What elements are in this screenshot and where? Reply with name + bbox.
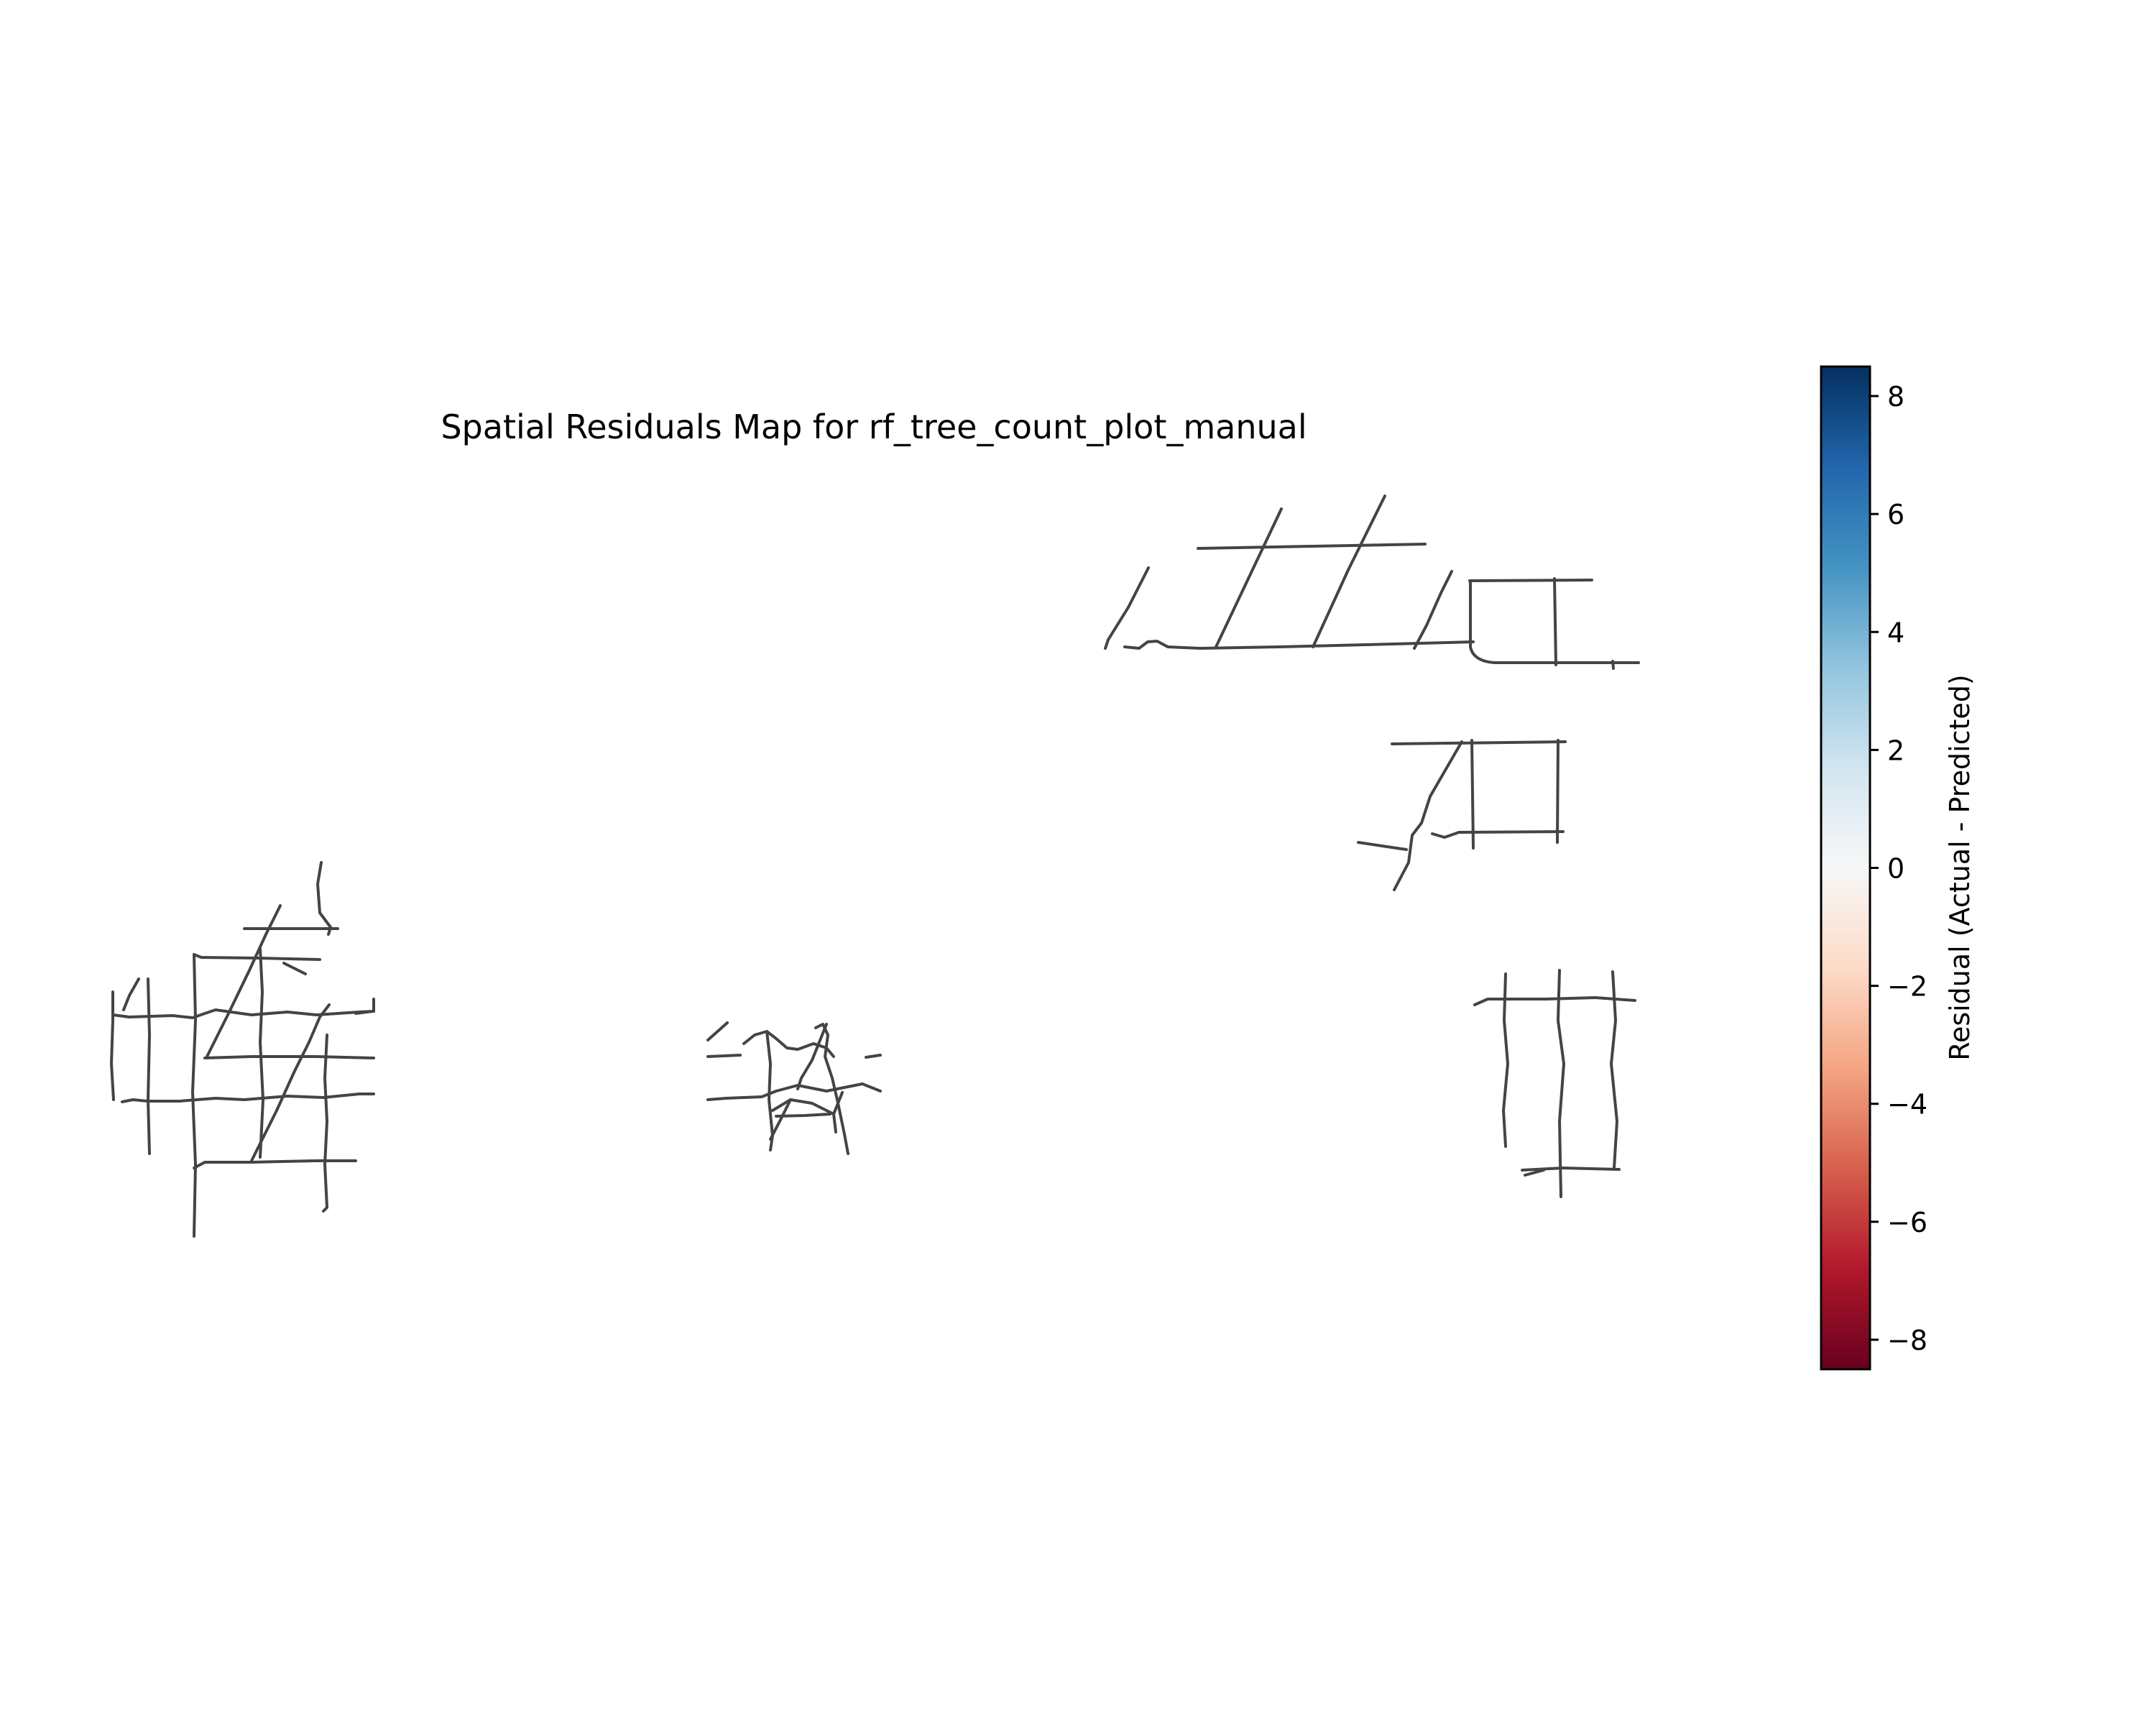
road-segment — [121, 1092, 375, 1103]
road-segment — [706, 1021, 729, 1041]
road-segment — [1393, 740, 1463, 891]
road-segment — [1391, 740, 1567, 745]
road-segment — [111, 1008, 375, 1019]
road-segment — [1215, 507, 1283, 648]
colorbar-ticks: 8 6 4 2 0 −2 −4 −6 −8 — [1870, 381, 1927, 1356]
road-segment — [769, 1098, 792, 1141]
road-segment — [796, 1023, 828, 1090]
road-cluster-east-middle — [1357, 739, 1567, 891]
road-segment — [775, 1113, 831, 1118]
road-segment — [147, 978, 151, 1155]
road-segment — [122, 978, 140, 1011]
road-segment — [1431, 830, 1565, 839]
road-segment — [354, 1010, 374, 1015]
road-segment — [832, 1091, 844, 1133]
road-segment — [1470, 739, 1475, 850]
road-segment — [250, 1003, 331, 1162]
road-segment — [771, 1098, 835, 1116]
colorbar-tick-label: −2 — [1887, 971, 1927, 1003]
road-segment — [193, 953, 321, 961]
road-segment — [1123, 640, 1475, 650]
road-segment — [865, 1054, 882, 1059]
road-segment — [1502, 972, 1509, 1148]
road-segment — [203, 1055, 375, 1059]
road-segment — [282, 962, 307, 975]
road-segment — [1197, 543, 1427, 550]
road-segment — [1556, 739, 1560, 844]
colorbar-tick-label: −4 — [1887, 1089, 1927, 1121]
road-segment — [814, 1023, 849, 1155]
road-segment — [706, 1054, 742, 1058]
road-cluster-southeast — [1473, 969, 1636, 1198]
road-segment — [1104, 566, 1150, 650]
colorbar: 8 6 4 2 0 −2 −4 −6 −8 Residual (Actual - Predict… — [1820, 365, 1976, 1371]
road-segment — [206, 904, 282, 1058]
road-segment — [110, 990, 115, 1101]
road-segment — [1473, 996, 1636, 1006]
colorbar-tick-label: 0 — [1887, 853, 1904, 885]
road-segment — [765, 1030, 774, 1151]
road-segment — [1469, 579, 1640, 664]
road-cluster-central — [706, 1021, 882, 1155]
road-segment — [1468, 579, 1593, 582]
road-cluster-west — [110, 861, 375, 1238]
road-segment — [1357, 841, 1408, 851]
colorbar-gradient — [1820, 365, 1871, 1371]
road-segment — [1524, 1169, 1545, 1177]
colorbar-tick-label: −6 — [1887, 1207, 1927, 1238]
road-segment — [1557, 969, 1565, 1198]
colorbar-tick-label: 8 — [1887, 381, 1904, 413]
road-segment — [742, 1030, 835, 1058]
road-segment — [316, 861, 332, 936]
colorbar-tick-label: 4 — [1887, 617, 1904, 648]
road-segment — [1521, 1167, 1621, 1172]
road-segment — [259, 947, 264, 1159]
road-segment — [191, 953, 197, 1238]
road-segment — [706, 1082, 882, 1101]
colorbar-tick-label: 2 — [1887, 735, 1904, 766]
road-segment — [1413, 570, 1453, 650]
road-segment — [1610, 970, 1618, 1169]
map-area — [110, 494, 1640, 1238]
colorbar-label: Residual (Actual - Predicted) — [1944, 674, 1976, 1061]
road-segment — [1553, 577, 1557, 666]
road-cluster-northeast — [1104, 494, 1640, 670]
colorbar-tick-label: −8 — [1887, 1325, 1927, 1356]
road-segment — [193, 1159, 357, 1169]
map-title: Spatial Residuals Map for rf_tree_count_… — [441, 408, 1307, 446]
colorbar-tick-label: 6 — [1887, 499, 1904, 530]
road-segment — [1312, 494, 1386, 648]
road-segment — [322, 1034, 328, 1213]
